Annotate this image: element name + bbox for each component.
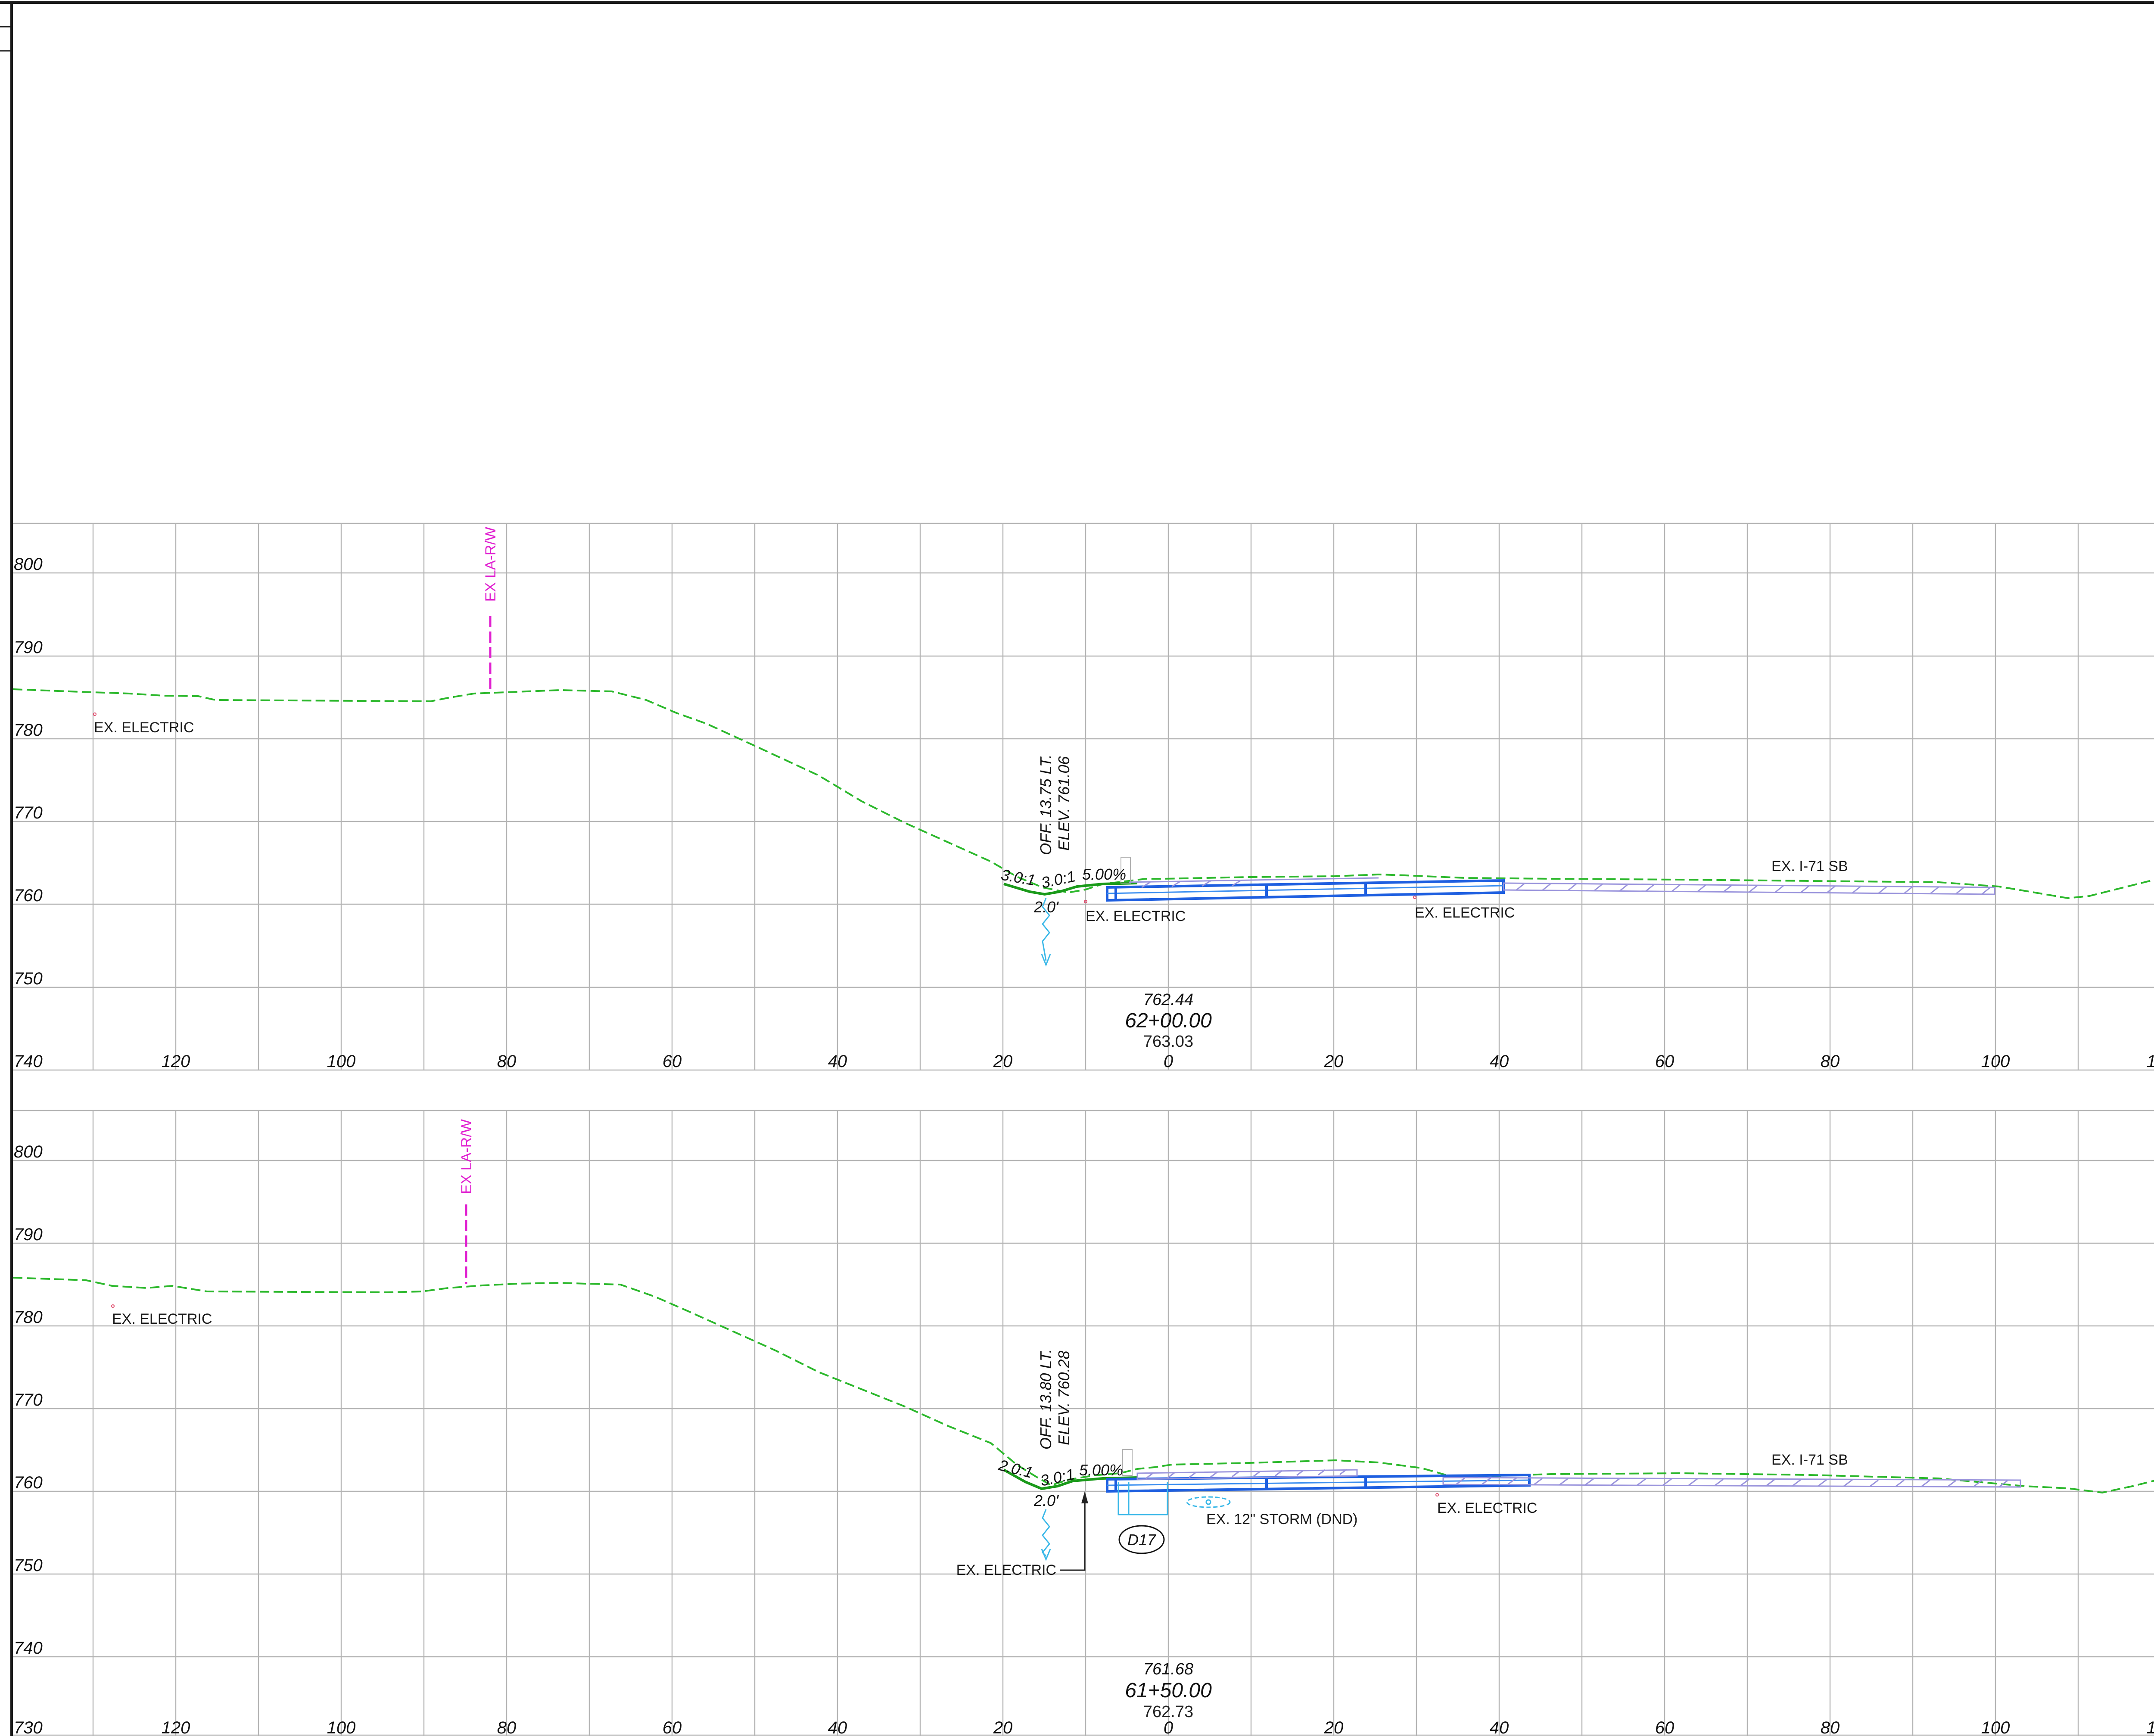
cross-slope-label: 5.00% bbox=[1079, 1461, 1123, 1479]
section-61-50: 800 790 780 770 760 750 740 730 120 100 … bbox=[12, 1110, 2154, 1736]
right-of-way-marker: EX LA-R/W bbox=[458, 1119, 475, 1284]
right-of-way-label: EX LA-R/W bbox=[482, 527, 499, 602]
utility-note-electric: EX. ELECTRIC bbox=[956, 1562, 1056, 1578]
ditch-width-label: 2.0' bbox=[1033, 1492, 1059, 1509]
elev-tick: 740 bbox=[14, 1052, 43, 1071]
ditch-offset-label: OFF. 13.75 LT. bbox=[1037, 755, 1055, 855]
utility-note-electric: EX. ELECTRIC bbox=[1437, 1500, 1537, 1516]
existing-centerline-elevation: 762.73 bbox=[1143, 1703, 1193, 1721]
offset-tick: 120 bbox=[162, 1718, 190, 1736]
profile-grade-elevation: 761.68 bbox=[1143, 1660, 1193, 1678]
elev-tick: 800 bbox=[14, 555, 43, 574]
utility-note-electric: EX. ELECTRIC bbox=[1415, 905, 1515, 921]
existing-ground-line bbox=[12, 1277, 2154, 1494]
proposed-pavement bbox=[1106, 857, 1505, 902]
offset-tick: 0 bbox=[1164, 1718, 1173, 1736]
utility-note-electric: EX. ELECTRIC bbox=[1086, 908, 1186, 924]
utility-marker bbox=[1413, 896, 1416, 899]
offset-tick: 20 bbox=[1324, 1718, 1344, 1736]
offset-tick: 40 bbox=[1490, 1718, 1509, 1736]
offset-tick: 40 bbox=[1490, 1052, 1509, 1071]
existing-pavement-hatch bbox=[1136, 1468, 2021, 1488]
elev-tick: 780 bbox=[14, 1308, 43, 1327]
offset-tick: 80 bbox=[1821, 1718, 1840, 1736]
offset-tick: 0 bbox=[1164, 1052, 1173, 1071]
drainage-flow-arrow bbox=[1041, 898, 1051, 967]
elev-tick: 750 bbox=[14, 969, 43, 988]
offset-tick: 60 bbox=[663, 1052, 682, 1071]
ditch-elev-label: ELEV. 760.28 bbox=[1055, 1351, 1073, 1446]
offset-tick: 80 bbox=[497, 1718, 517, 1736]
offset-tick: 80 bbox=[1821, 1052, 1840, 1071]
elev-tick: 730 bbox=[14, 1718, 43, 1736]
offset-tick: 60 bbox=[663, 1718, 682, 1736]
offset-tick: 120 bbox=[2147, 1718, 2154, 1736]
offset-tick: 100 bbox=[327, 1718, 356, 1736]
offset-tick: 20 bbox=[993, 1718, 1013, 1736]
existing-centerline-elevation: 763.03 bbox=[1143, 1033, 1193, 1051]
offset-tick: 40 bbox=[828, 1718, 847, 1736]
grid-section-1 bbox=[13, 523, 2154, 1071]
elev-tick: 800 bbox=[14, 1142, 43, 1161]
existing-pavement-hatch bbox=[1128, 877, 1995, 895]
elev-tick: 760 bbox=[14, 1473, 43, 1492]
drainage-structure bbox=[1117, 1482, 1231, 1515]
utility-note-electric: EX. ELECTRIC bbox=[112, 1311, 212, 1327]
right-of-way-label: EX LA-R/W bbox=[458, 1119, 475, 1194]
elev-tick: 790 bbox=[14, 638, 43, 657]
section-62-00: 800 790 780 770 760 750 740 120 100 80 6… bbox=[12, 523, 2154, 1071]
drainage-flow-arrow bbox=[1041, 1509, 1051, 1561]
station-label: 61+50.00 bbox=[1125, 1679, 1212, 1702]
offset-tick: 100 bbox=[1981, 1718, 2010, 1736]
offset-tick: 120 bbox=[162, 1052, 190, 1071]
elev-tick: 740 bbox=[14, 1639, 43, 1658]
storm-sewer-note: EX. 12" STORM (DND) bbox=[1206, 1511, 1358, 1528]
elev-tick: 790 bbox=[14, 1225, 43, 1244]
elev-tick: 770 bbox=[14, 803, 43, 822]
station-label: 62+00.00 bbox=[1125, 1009, 1212, 1032]
structure-id-label: D17 bbox=[1127, 1531, 1157, 1549]
slope-right-label: 3.0:1 bbox=[1039, 1465, 1076, 1490]
roadway-note: EX. I-71 SB bbox=[1771, 1452, 1848, 1468]
offset-tick: 120 bbox=[2147, 1052, 2154, 1071]
structure-callout: D17 bbox=[1118, 1525, 1165, 1554]
cross-slope-label: 5.00% bbox=[1082, 865, 1126, 883]
electric-leader bbox=[1060, 1495, 1086, 1571]
elev-tick: 760 bbox=[14, 886, 43, 905]
utility-note-electric: EX. ELECTRIC bbox=[94, 719, 194, 736]
offset-tick: 40 bbox=[828, 1052, 847, 1071]
utility-marker bbox=[111, 1304, 115, 1308]
proposed-ditch-grade bbox=[1003, 1468, 1138, 1490]
utility-marker bbox=[1084, 900, 1087, 903]
roadway-note: EX. I-71 SB bbox=[1771, 858, 1848, 874]
offset-tick: 20 bbox=[993, 1052, 1013, 1071]
offset-tick: 60 bbox=[1655, 1718, 1675, 1736]
proposed-ditch-grade bbox=[1003, 882, 1138, 896]
right-of-way-marker: EX LA-R/W bbox=[482, 527, 499, 692]
offset-tick: 60 bbox=[1655, 1052, 1675, 1071]
slope-left-label: 2.0:1 bbox=[996, 1456, 1035, 1481]
ditch-width-label: 2.0' bbox=[1033, 898, 1059, 916]
profile-grade-elevation: 762.44 bbox=[1143, 991, 1193, 1009]
offset-tick: 20 bbox=[1324, 1052, 1344, 1071]
utility-marker bbox=[93, 712, 96, 716]
ditch-elev-label: ELEV. 761.06 bbox=[1055, 756, 1073, 851]
existing-ground-line bbox=[12, 688, 2154, 899]
offset-tick: 80 bbox=[497, 1052, 517, 1071]
utility-marker bbox=[1435, 1493, 1439, 1496]
elev-tick: 770 bbox=[14, 1391, 43, 1409]
offset-tick: 100 bbox=[1981, 1052, 2010, 1071]
grid-section-2 bbox=[13, 1110, 2154, 1736]
elev-tick: 750 bbox=[14, 1556, 43, 1575]
electric-leader-arrow bbox=[1081, 1491, 1088, 1503]
ditch-offset-label: OFF. 13.80 LT. bbox=[1037, 1349, 1055, 1450]
elev-tick: 780 bbox=[14, 721, 43, 740]
offset-tick: 100 bbox=[327, 1052, 356, 1071]
